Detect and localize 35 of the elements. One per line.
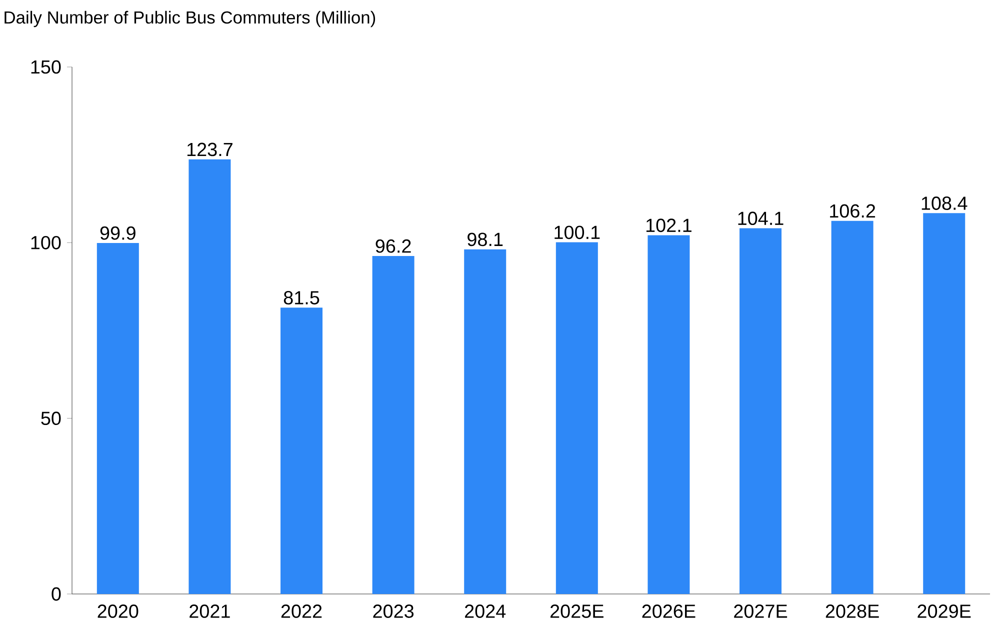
y-tick-label: 100 — [31, 236, 61, 250]
x-tick-label: 2021 — [190, 604, 230, 618]
data-label: 99.9 — [100, 226, 136, 240]
x-tick-label: 2022 — [281, 604, 322, 618]
bar — [831, 220, 874, 594]
data-label: 108.4 — [922, 196, 968, 210]
x-tick-label: 2029E — [918, 604, 971, 618]
data-label: 96.2 — [376, 239, 411, 253]
x-tick-label: 2025E — [550, 604, 604, 618]
bar — [188, 159, 231, 594]
bar — [648, 235, 690, 594]
x-tick-label: 2028E — [826, 604, 879, 618]
x-tick-label: 2024 — [465, 604, 506, 618]
x-tick-label: 2027E — [734, 604, 788, 618]
data-label: 123.7 — [187, 142, 232, 156]
data-label: 98.1 — [468, 232, 503, 246]
x-tick-label: 2026E — [642, 604, 696, 618]
bar — [740, 228, 782, 594]
bar — [923, 213, 966, 594]
y-tick-label: 150 — [31, 60, 61, 74]
data-label: 104.1 — [738, 212, 784, 226]
data-label: 102.1 — [646, 218, 692, 232]
x-tick-label: 2020 — [98, 604, 138, 618]
bar — [464, 249, 506, 594]
bar — [280, 308, 323, 594]
y-tick-label: 0 — [52, 587, 61, 601]
chart-title: Daily Number of Public Bus Commuters (Million) — [4, 10, 376, 28]
x-tick-label: 2023 — [373, 604, 414, 618]
bar — [372, 256, 414, 594]
data-label: 100.1 — [554, 226, 600, 240]
bar — [556, 242, 598, 594]
y-tick-label: 50 — [41, 412, 61, 426]
bar — [96, 243, 139, 594]
data-label: 106.2 — [830, 204, 876, 218]
data-label: 81.5 — [284, 291, 320, 304]
